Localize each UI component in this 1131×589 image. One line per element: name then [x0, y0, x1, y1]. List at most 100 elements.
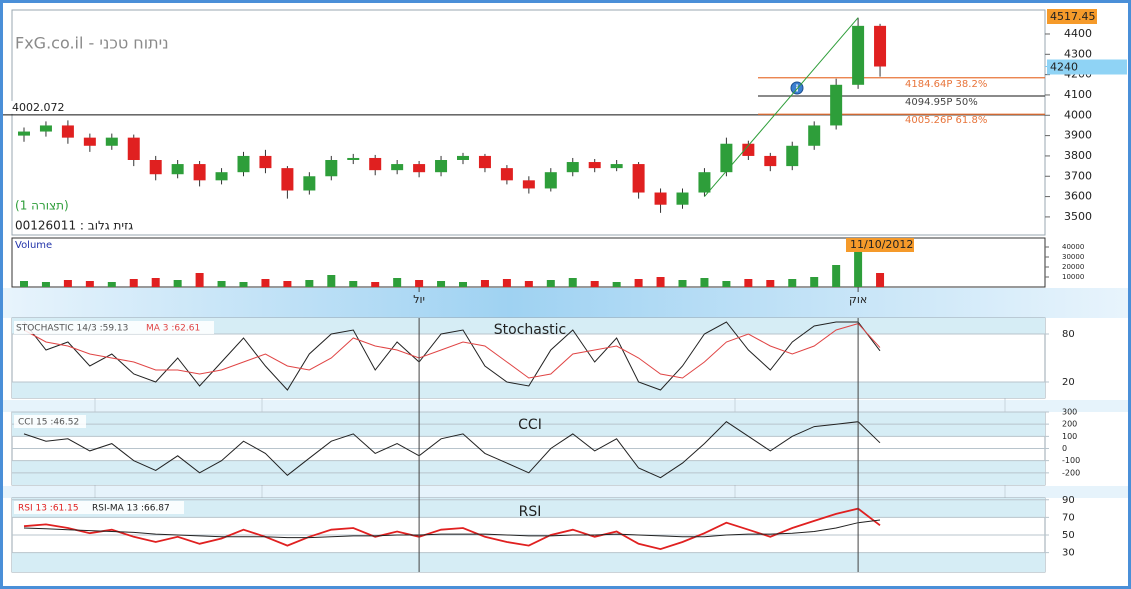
- candle-body: [303, 176, 316, 191]
- volume-bar: [568, 278, 577, 287]
- candle-body: [566, 162, 579, 173]
- candle-body: [698, 172, 711, 193]
- fib-label: 4184.64P 38.2%: [905, 79, 987, 90]
- panel-title: Stochastic: [494, 322, 566, 338]
- candle-body: [18, 131, 30, 136]
- volume-bar: [502, 279, 511, 287]
- oversold-zone: [12, 552, 1045, 572]
- candle-body: [171, 164, 184, 175]
- y-tick-label: 10000: [1062, 273, 1084, 281]
- date-tag: 11/10/2012: [850, 238, 913, 251]
- candle-body: [39, 125, 52, 132]
- x-tick-label: יול: [413, 293, 425, 306]
- volume-bar: [854, 239, 863, 287]
- y-tick-label: 30000: [1062, 253, 1084, 261]
- y-tick-label: 70: [1062, 512, 1075, 523]
- volume-bar: [305, 280, 314, 287]
- candle-body: [149, 160, 162, 175]
- candle-body: [654, 192, 667, 205]
- candle-body: [391, 164, 404, 171]
- panel-title: CCI: [518, 417, 542, 433]
- y-tick-label: 200: [1062, 420, 1077, 429]
- y-tick-label: 4000: [1064, 108, 1092, 121]
- volume-bar: [195, 273, 204, 287]
- candle-body: [500, 168, 513, 181]
- volume-bar: [656, 277, 665, 287]
- reference-label: 4002.072: [12, 101, 65, 114]
- candle-body: [413, 164, 426, 173]
- volume-bar: [217, 281, 226, 287]
- volume-bar: [524, 281, 533, 287]
- last-price-tag: 4240: [1050, 61, 1078, 74]
- y-tick-label: 3600: [1064, 190, 1092, 203]
- overbought-zone: [12, 498, 1045, 518]
- candle-body: [237, 155, 250, 173]
- axis-band: [3, 288, 1128, 318]
- y-tick-label: 3900: [1064, 129, 1092, 142]
- volume-bar: [63, 280, 72, 287]
- volume-bar: [590, 281, 599, 287]
- candle-body: [808, 125, 821, 146]
- y-tick-label: 20000: [1062, 263, 1084, 271]
- candle-body: [193, 164, 206, 181]
- panel-gap: [3, 400, 1128, 412]
- volume-bar: [20, 281, 28, 287]
- y-tick-label: 40000: [1062, 243, 1084, 251]
- candle-body: [786, 145, 799, 167]
- volume-bar: [766, 280, 775, 287]
- candle-body: [83, 137, 96, 146]
- volume-bar: [173, 280, 182, 287]
- volume-bar: [546, 280, 555, 287]
- candle-body: [742, 143, 755, 156]
- candle-body: [588, 162, 601, 169]
- y-tick-label: 100: [1062, 432, 1077, 441]
- date-tag-bg: [846, 238, 914, 252]
- volume-bar: [327, 275, 336, 287]
- volume-bar: [107, 282, 116, 287]
- volume-bar: [722, 281, 731, 287]
- last-price-tag-bg: [1047, 59, 1127, 75]
- y-tick-label: -200: [1062, 468, 1080, 477]
- y-tick-label: 50: [1062, 530, 1075, 541]
- volume-bar: [41, 282, 50, 287]
- volume-bar: [678, 280, 687, 287]
- indicator-line: [23, 323, 881, 379]
- candle-body: [61, 125, 74, 138]
- candle-body: [874, 25, 887, 67]
- candle-body: [105, 137, 118, 146]
- fib-label: 4005.26P 61.8%: [905, 115, 987, 126]
- candle-body: [215, 172, 228, 181]
- volume-bar: [480, 280, 489, 287]
- chart-subtitle: (תצורה 1): [15, 199, 69, 213]
- y-tick-label: 4100: [1064, 88, 1092, 101]
- reference-label-bg: [10, 100, 66, 114]
- candle-body: [259, 155, 272, 169]
- volume-bar: [876, 273, 885, 287]
- volume-bar: [129, 279, 138, 287]
- candle-body: [369, 157, 382, 171]
- candle-body: [435, 160, 448, 173]
- candle-body: [478, 155, 491, 169]
- candle-body: [522, 180, 535, 189]
- legend-entry: RSI-MA 13 :66.87: [92, 504, 170, 514]
- high-tag-bg: [1047, 9, 1097, 24]
- volume-bar: [744, 279, 753, 287]
- legend-entry: RSI 13 :61.15: [18, 504, 79, 514]
- panel-gap: [3, 486, 1128, 498]
- volume-bar: [612, 282, 621, 287]
- legend-entry: STOCHASTIC 14/3 :59.13: [16, 324, 128, 334]
- volume-bar: [437, 281, 446, 287]
- candle-body: [632, 164, 645, 193]
- candle-body: [281, 168, 294, 191]
- volume-bar: [634, 279, 643, 287]
- candle-body: [830, 84, 843, 126]
- y-tick-label: 3700: [1064, 169, 1092, 182]
- candle-body: [852, 25, 865, 85]
- candle-body: [764, 155, 777, 167]
- panel-frame: [11, 9, 1046, 236]
- indicator-line: [23, 519, 881, 539]
- volume-bar: [261, 279, 270, 287]
- y-tick-label: 4400: [1064, 27, 1092, 40]
